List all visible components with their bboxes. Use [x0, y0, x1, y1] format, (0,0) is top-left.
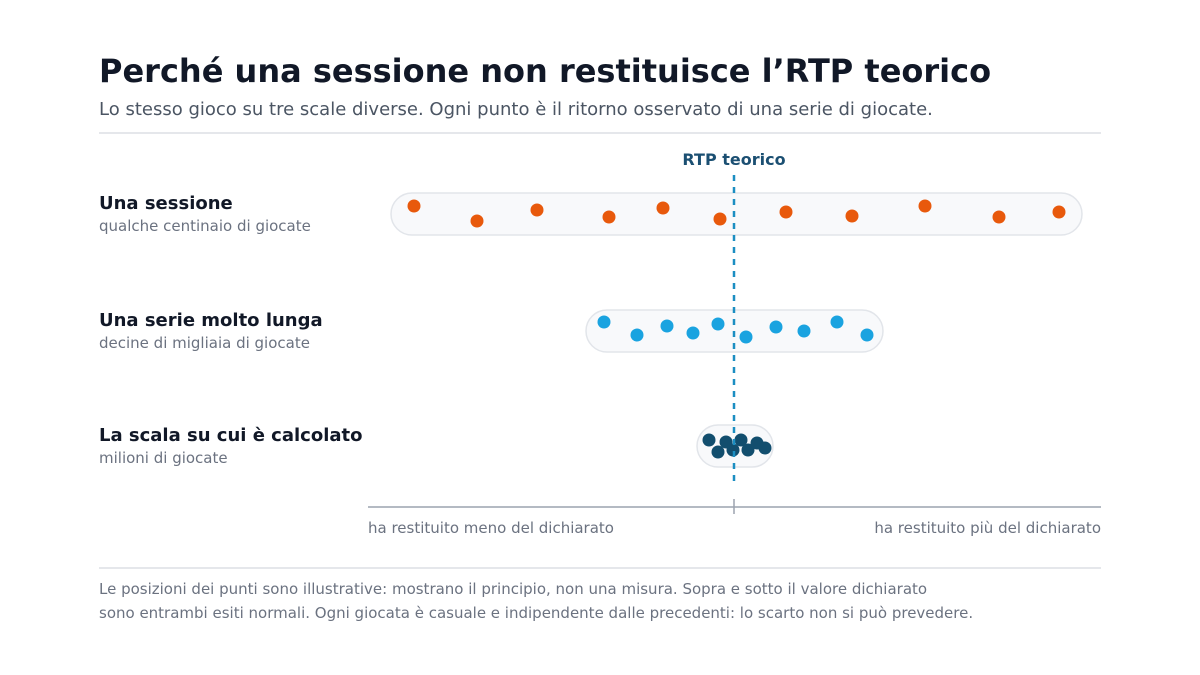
- dot: [407, 199, 421, 213]
- dot: [470, 214, 484, 228]
- row-title: La scala su cui è calcolato: [99, 425, 363, 446]
- rows: Una sessione qualche centinaio di giocate…: [99, 192, 1083, 468]
- row-subtitle: milioni di giocate: [99, 449, 228, 467]
- dot: [686, 326, 700, 340]
- row-title: Una serie molto lunga: [99, 310, 323, 331]
- dot: [702, 433, 716, 447]
- dot: [779, 205, 793, 219]
- dot: [602, 210, 616, 224]
- row-subtitle: qualche centinaio di giocate: [99, 217, 311, 235]
- row-pill: [390, 192, 1083, 236]
- dot: [845, 209, 859, 223]
- dot: [630, 328, 644, 342]
- subtitle: Lo stesso gioco su tre scale diverse. Og…: [99, 99, 933, 120]
- dot: [711, 445, 725, 459]
- dot: [597, 315, 611, 329]
- dot: [830, 315, 844, 329]
- dot: [530, 203, 544, 217]
- footnote-line: Le posizioni dei punti sono illustrative…: [99, 580, 927, 598]
- dot: [1052, 205, 1066, 219]
- dot: [860, 328, 874, 342]
- row-subtitle: decine di migliaia di giocate: [99, 334, 310, 352]
- dot: [734, 433, 748, 447]
- dot: [769, 320, 783, 334]
- dot: [711, 317, 725, 331]
- marker-label: RTP teorico: [682, 150, 785, 169]
- footnote-line: sono entrambi esiti normali. Ogni giocat…: [99, 604, 973, 622]
- dot: [918, 199, 932, 213]
- dot: [726, 443, 740, 457]
- dot: [739, 330, 753, 344]
- dot: [992, 210, 1006, 224]
- row-title: Una sessione: [99, 193, 233, 214]
- dot: [660, 319, 674, 333]
- dot: [656, 201, 670, 215]
- title: Perché una sessione non restituisce l’RT…: [99, 52, 991, 90]
- axis-right-label: ha restituito più del dichiarato: [874, 519, 1101, 537]
- dot: [797, 324, 811, 338]
- dot: [741, 443, 755, 457]
- dot: [758, 441, 772, 455]
- dot: [713, 212, 727, 226]
- axis-left-label: ha restituito meno del dichiarato: [368, 519, 614, 537]
